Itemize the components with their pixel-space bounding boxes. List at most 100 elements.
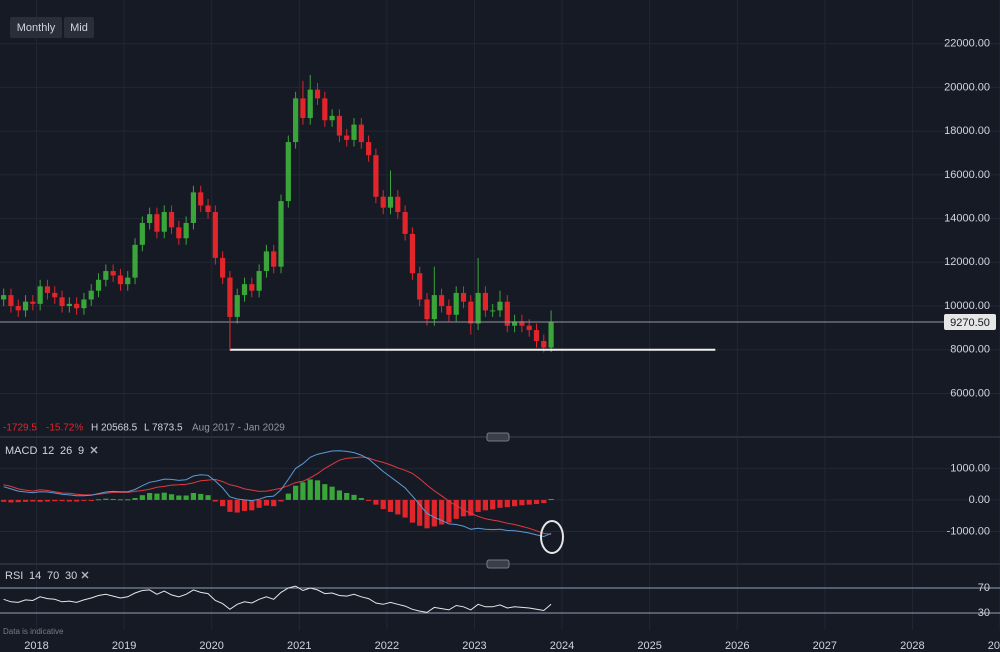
macd-histogram-bar xyxy=(52,499,58,502)
candle-body xyxy=(132,244,138,278)
macd-histogram-bar xyxy=(256,499,262,508)
candle-body xyxy=(37,286,43,304)
candle-body xyxy=(103,271,109,280)
candle-body xyxy=(8,295,14,307)
candle-body xyxy=(460,292,467,302)
y-tick-label: 12000.00 xyxy=(944,256,990,268)
macd-histogram-bar xyxy=(220,499,226,507)
candle-body xyxy=(497,301,503,311)
macd-histogram-bar xyxy=(161,492,167,500)
macd-histogram-bar xyxy=(402,499,408,518)
macd-histogram-bar xyxy=(125,499,131,501)
candle-body xyxy=(241,284,248,296)
candle-body xyxy=(431,295,437,320)
macd-histogram-bar xyxy=(431,499,437,527)
candle-body xyxy=(220,257,226,278)
candle-body xyxy=(548,321,554,348)
candle-body xyxy=(44,286,51,293)
range-label: Aug 2017 - Jan 2029 xyxy=(192,423,285,434)
candle-body xyxy=(278,201,284,267)
macd-histogram-bar xyxy=(387,499,394,512)
macd-histogram-bar xyxy=(117,499,124,501)
candle-body xyxy=(183,222,189,239)
macd-histogram-bar xyxy=(453,499,459,519)
macd-histogram-bar xyxy=(37,499,43,502)
macd-title: MACD xyxy=(5,445,37,457)
macd-histogram-bar xyxy=(358,498,364,500)
candle-body xyxy=(74,303,80,309)
macd-histogram-bar xyxy=(198,493,204,500)
macd-histogram-bar xyxy=(329,486,335,500)
y-tick-label: 16000.00 xyxy=(944,169,990,181)
price-type-label[interactable]: Mid xyxy=(70,22,88,34)
candle-body xyxy=(511,321,518,326)
x-tick-label: 2029 xyxy=(988,640,1000,652)
macd-histogram-bar xyxy=(271,499,277,507)
x-tick-label: 2025 xyxy=(637,640,661,652)
macd-histogram-bar xyxy=(15,499,21,503)
candle-body xyxy=(380,196,386,208)
candle-body xyxy=(22,301,29,311)
y-tick-label: 8000.00 xyxy=(950,344,990,356)
macd-histogram-bar xyxy=(460,499,467,517)
candle-body xyxy=(147,214,153,223)
y-tick-label: 0.00 xyxy=(969,494,990,506)
candle-body xyxy=(468,301,474,324)
x-tick-label: 2018 xyxy=(24,640,48,652)
macd-histogram-bar xyxy=(22,499,29,502)
candle-body xyxy=(526,325,532,331)
macd-histogram-bar xyxy=(336,490,343,500)
price-type-button[interactable] xyxy=(64,17,94,38)
macd-histogram-bar xyxy=(300,482,306,500)
close-icon[interactable] xyxy=(81,571,89,579)
close-icon[interactable] xyxy=(90,446,98,454)
candle-body xyxy=(446,306,452,315)
macd-histogram-bar xyxy=(511,499,518,507)
candle-body xyxy=(263,251,270,272)
macd-histogram-bar xyxy=(395,499,401,515)
macd-histogram-bar xyxy=(147,492,153,500)
y-tick-label: 30 xyxy=(978,607,990,619)
pane-handle[interactable] xyxy=(486,559,510,569)
macd-histogram-bar xyxy=(132,498,138,500)
macd-histogram-bar xyxy=(88,499,94,501)
macd-histogram-bar xyxy=(373,499,379,505)
macd-histogram-bar xyxy=(533,499,540,505)
pane-handle[interactable] xyxy=(486,432,510,442)
candle-body xyxy=(395,196,401,213)
x-tick-label: 2023 xyxy=(462,640,486,652)
macd-histogram-bar xyxy=(227,499,233,512)
candle-body xyxy=(161,212,167,232)
candle-body xyxy=(409,233,416,274)
candle-body xyxy=(329,115,335,121)
macd-histogram-bar xyxy=(497,499,503,508)
x-tick-label: 2022 xyxy=(375,640,399,652)
candle-body xyxy=(198,192,204,206)
interval-button[interactable] xyxy=(10,17,62,38)
macd-histogram-bar xyxy=(366,499,372,501)
candle-body xyxy=(307,89,313,119)
macd-histogram-bar xyxy=(285,493,291,500)
macd-histogram-bar xyxy=(314,480,321,500)
candle-body xyxy=(358,124,364,143)
macd-histogram-bar xyxy=(74,499,80,502)
macd-histogram-bar xyxy=(526,499,532,505)
candle-body xyxy=(366,142,372,156)
candle-body xyxy=(125,277,131,285)
candle-body xyxy=(373,155,379,197)
candle-body xyxy=(205,205,211,213)
candle-body xyxy=(212,212,218,258)
x-tick-label: 2028 xyxy=(900,640,924,652)
macd-param: 12 xyxy=(42,445,54,457)
macd-histogram-bar xyxy=(66,499,72,502)
change-percent: -15.72% xyxy=(46,423,83,434)
macd-histogram-bar xyxy=(190,492,197,500)
x-tick-label: 2020 xyxy=(199,640,223,652)
interval-label[interactable]: Monthly xyxy=(17,22,56,34)
candle-body xyxy=(176,227,182,239)
candle-body xyxy=(344,135,350,140)
candle-body xyxy=(66,303,72,307)
annotation-circle xyxy=(540,520,564,554)
